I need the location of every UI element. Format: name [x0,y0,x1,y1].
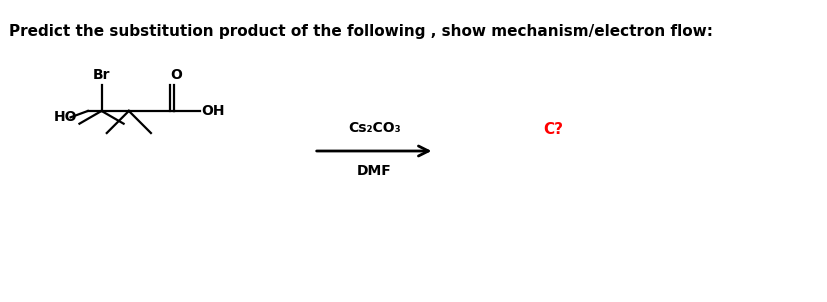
Text: Predict the substitution product of the following , show mechanism/electron flow: Predict the substitution product of the … [8,24,713,40]
Text: Cs₂CO₃: Cs₂CO₃ [348,120,400,135]
Text: DMF: DMF [356,164,391,178]
Text: C?: C? [543,121,563,137]
Text: Br: Br [93,68,110,82]
Text: O: O [170,68,182,82]
Text: HO: HO [55,110,78,124]
Text: OH: OH [202,104,225,118]
